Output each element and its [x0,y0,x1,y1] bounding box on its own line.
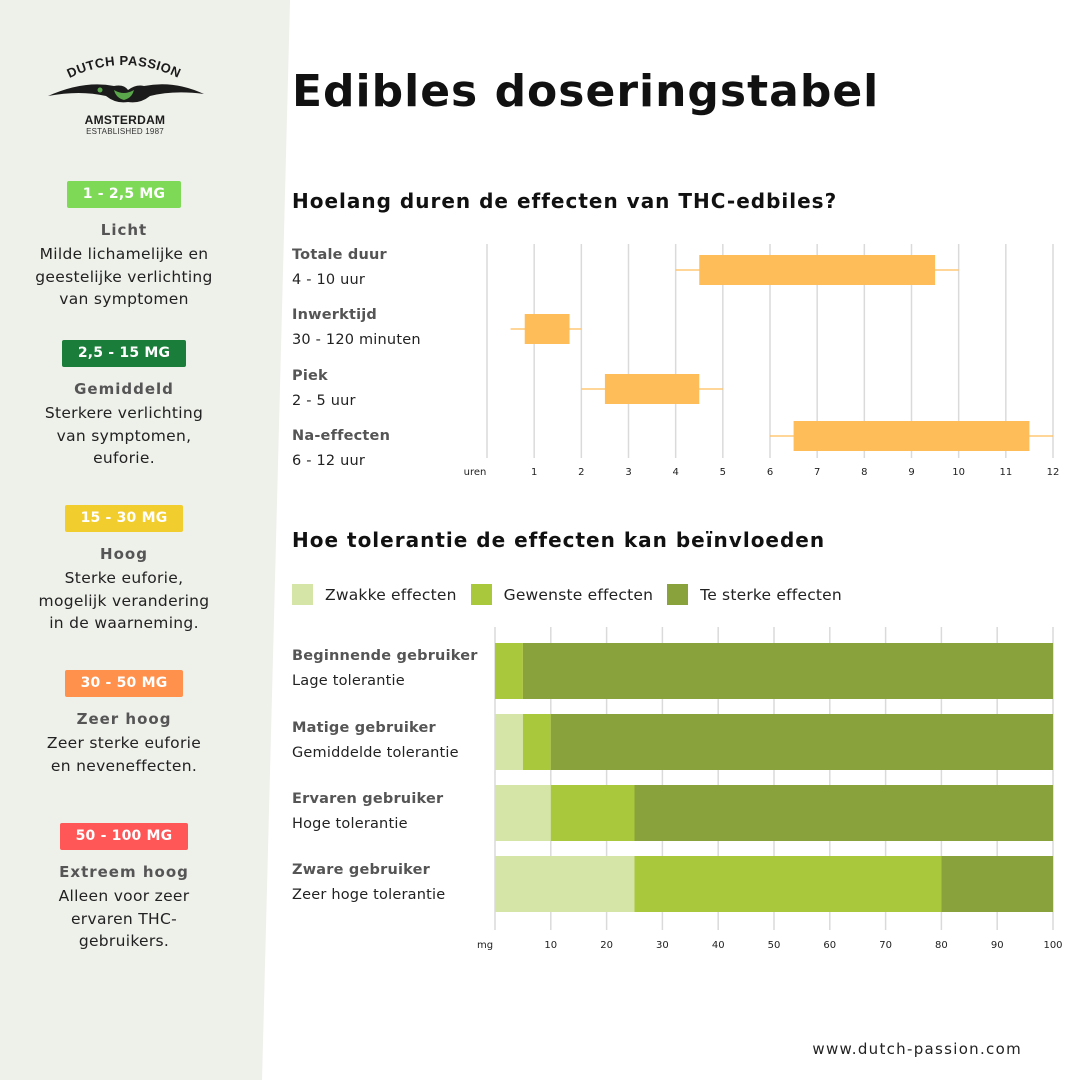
stacked-bar-segment [522,643,1053,699]
legend-swatch [470,584,492,605]
sidebar: DUTCH PASSION AMSTERDAM ESTABLISHED 1987… [0,0,290,1080]
dose-item-licht: 1 - 2,5 MG Licht Milde lichamelijke en ge… [0,181,248,311]
dose-item-extreem-hoog: 50 - 100 MG Extreem hoog Alleen voor zee… [0,823,248,953]
dose-description: Sterke euforie, mogelijk verandering in de… [38,569,210,632]
dutch-passion-logo: DUTCH PASSION [48,53,204,103]
x-axis-label: uren [464,467,487,478]
stacked-bar-segment [941,856,1053,912]
duration-bar [524,314,570,344]
dose-level: Extreem hoog [59,863,189,881]
duration-chart-title: Hoelang duren de effecten van THC-edbile… [292,189,838,213]
stacked-bar-segment [550,714,1053,770]
x-axis-label: mg [477,940,493,951]
x-tick-label: 80 [935,940,948,951]
x-tick-label: 100 [1043,940,1062,951]
legend-item-te-sterk: Te sterke effecten [667,584,842,605]
legend-item-zwak: Zwakke effecten [292,584,457,605]
x-tick-label: 6 [767,467,773,478]
x-tick-label: 60 [823,940,836,951]
dose-description: Sterkere verlichting van symptomen, eufori… [44,404,204,467]
tolerance-row-label-3: Zware gebruiker Zeer hoge tolerantie [292,862,446,903]
x-tick-label: 20 [600,940,613,951]
x-tick-label: 50 [768,940,781,951]
dose-level: Hoog [100,545,148,563]
legend-item-gewenst: Gewenste effecten [470,584,654,605]
duration-row-label-2: Piek 2 - 5 uur [292,368,356,409]
tolerance-chart-title: Hoe tolerantie de effecten kan beïnvloed… [292,528,826,552]
x-tick-label: 3 [625,467,631,478]
stacked-bar-segment [495,785,551,841]
dose-badge: 2,5 - 15 MG [61,340,187,367]
x-tick-label: 2 [578,467,584,478]
duration-bar [699,255,936,285]
x-tick-label: 11 [999,467,1012,478]
duration-row-label-1: Inwerktijd 30 - 120 minuten [292,307,421,348]
legend-label: Te sterke effecten [700,585,842,604]
x-tick-label: 8 [861,467,867,478]
dose-description: Zeer sterke euforie en neveneffecten. [46,734,202,775]
stacked-bar-segment [495,643,523,699]
logo-established: ESTABLISHED 1987 [86,127,164,136]
dose-item-hoog: 15 - 30 MG Hoog Sterke euforie, mogelijk … [0,505,248,635]
x-tick-label: 5 [720,467,726,478]
stacked-bar-segment [495,714,523,770]
x-tick-label: 12 [1047,467,1060,478]
tolerance-row-label-1: Matige gebruiker Gemiddelde tolerantie [292,720,459,761]
tolerance-row-label-0: Beginnende gebruiker Lage tolerantie [292,648,478,689]
x-tick-label: 40 [712,940,725,951]
tolerance-row-label-2: Ervaren gebruiker Hoge tolerantie [292,791,444,832]
legend-swatch [667,584,689,605]
x-tick-label: 10 [952,467,965,478]
x-tick-label: 70 [879,940,892,951]
legend-label: Zwakke effecten [325,585,457,604]
duration-bar [604,374,700,404]
footer-url[interactable]: www.dutch-passion.com [812,1040,1022,1058]
dose-level: Gemiddeld [74,380,174,398]
dose-item-zeer-hoog: 30 - 50 MG Zeer hoog Zeer sterke euforie… [0,670,248,777]
dose-description: Milde lichamelijke en geestelijke verlich… [35,245,213,308]
dose-item-gemiddeld: 2,5 - 15 MG Gemiddeld Sterkere verlichti… [0,340,248,470]
x-tick-label: 4 [672,467,678,478]
dose-description: Alleen voor zeer ervaren THC-gebruikers. [58,887,190,950]
x-tick-label: 9 [908,467,914,478]
dose-level: Zeer hoog [76,710,172,728]
dose-level: Licht [100,221,148,239]
duration-row-label-0: Totale duur 4 - 10 uur [292,247,387,288]
legend-label: Gewenste effecten [503,585,654,604]
legend-swatch [292,584,313,605]
x-tick-label: 7 [814,467,820,478]
x-tick-label: 1 [531,467,537,478]
x-tick-label: 30 [656,940,669,951]
stacked-bar-segment [495,856,635,912]
logo-city: AMSTERDAM [84,113,166,127]
dose-badge: 15 - 30 MG [64,505,184,532]
dose-badge: 1 - 2,5 MG [66,181,182,208]
x-tick-label: 10 [544,940,557,951]
x-tick-label: 90 [991,940,1004,951]
duration-row-label-3: Na-effecten 6 - 12 uur [292,428,391,469]
stacked-bar-segment [634,856,942,912]
page-title: Edibles doseringstabel [292,66,880,117]
stacked-bar-segment [634,785,1053,841]
stacked-bar-segment [522,714,551,770]
stacked-bar-segment [550,785,635,841]
dose-badge: 30 - 50 MG [64,670,184,697]
dose-badge: 50 - 100 MG [59,823,189,850]
tolerance-legend: Zwakke effecten Gewenste effecten Te ste… [292,584,856,605]
duration-bar [793,421,1030,451]
